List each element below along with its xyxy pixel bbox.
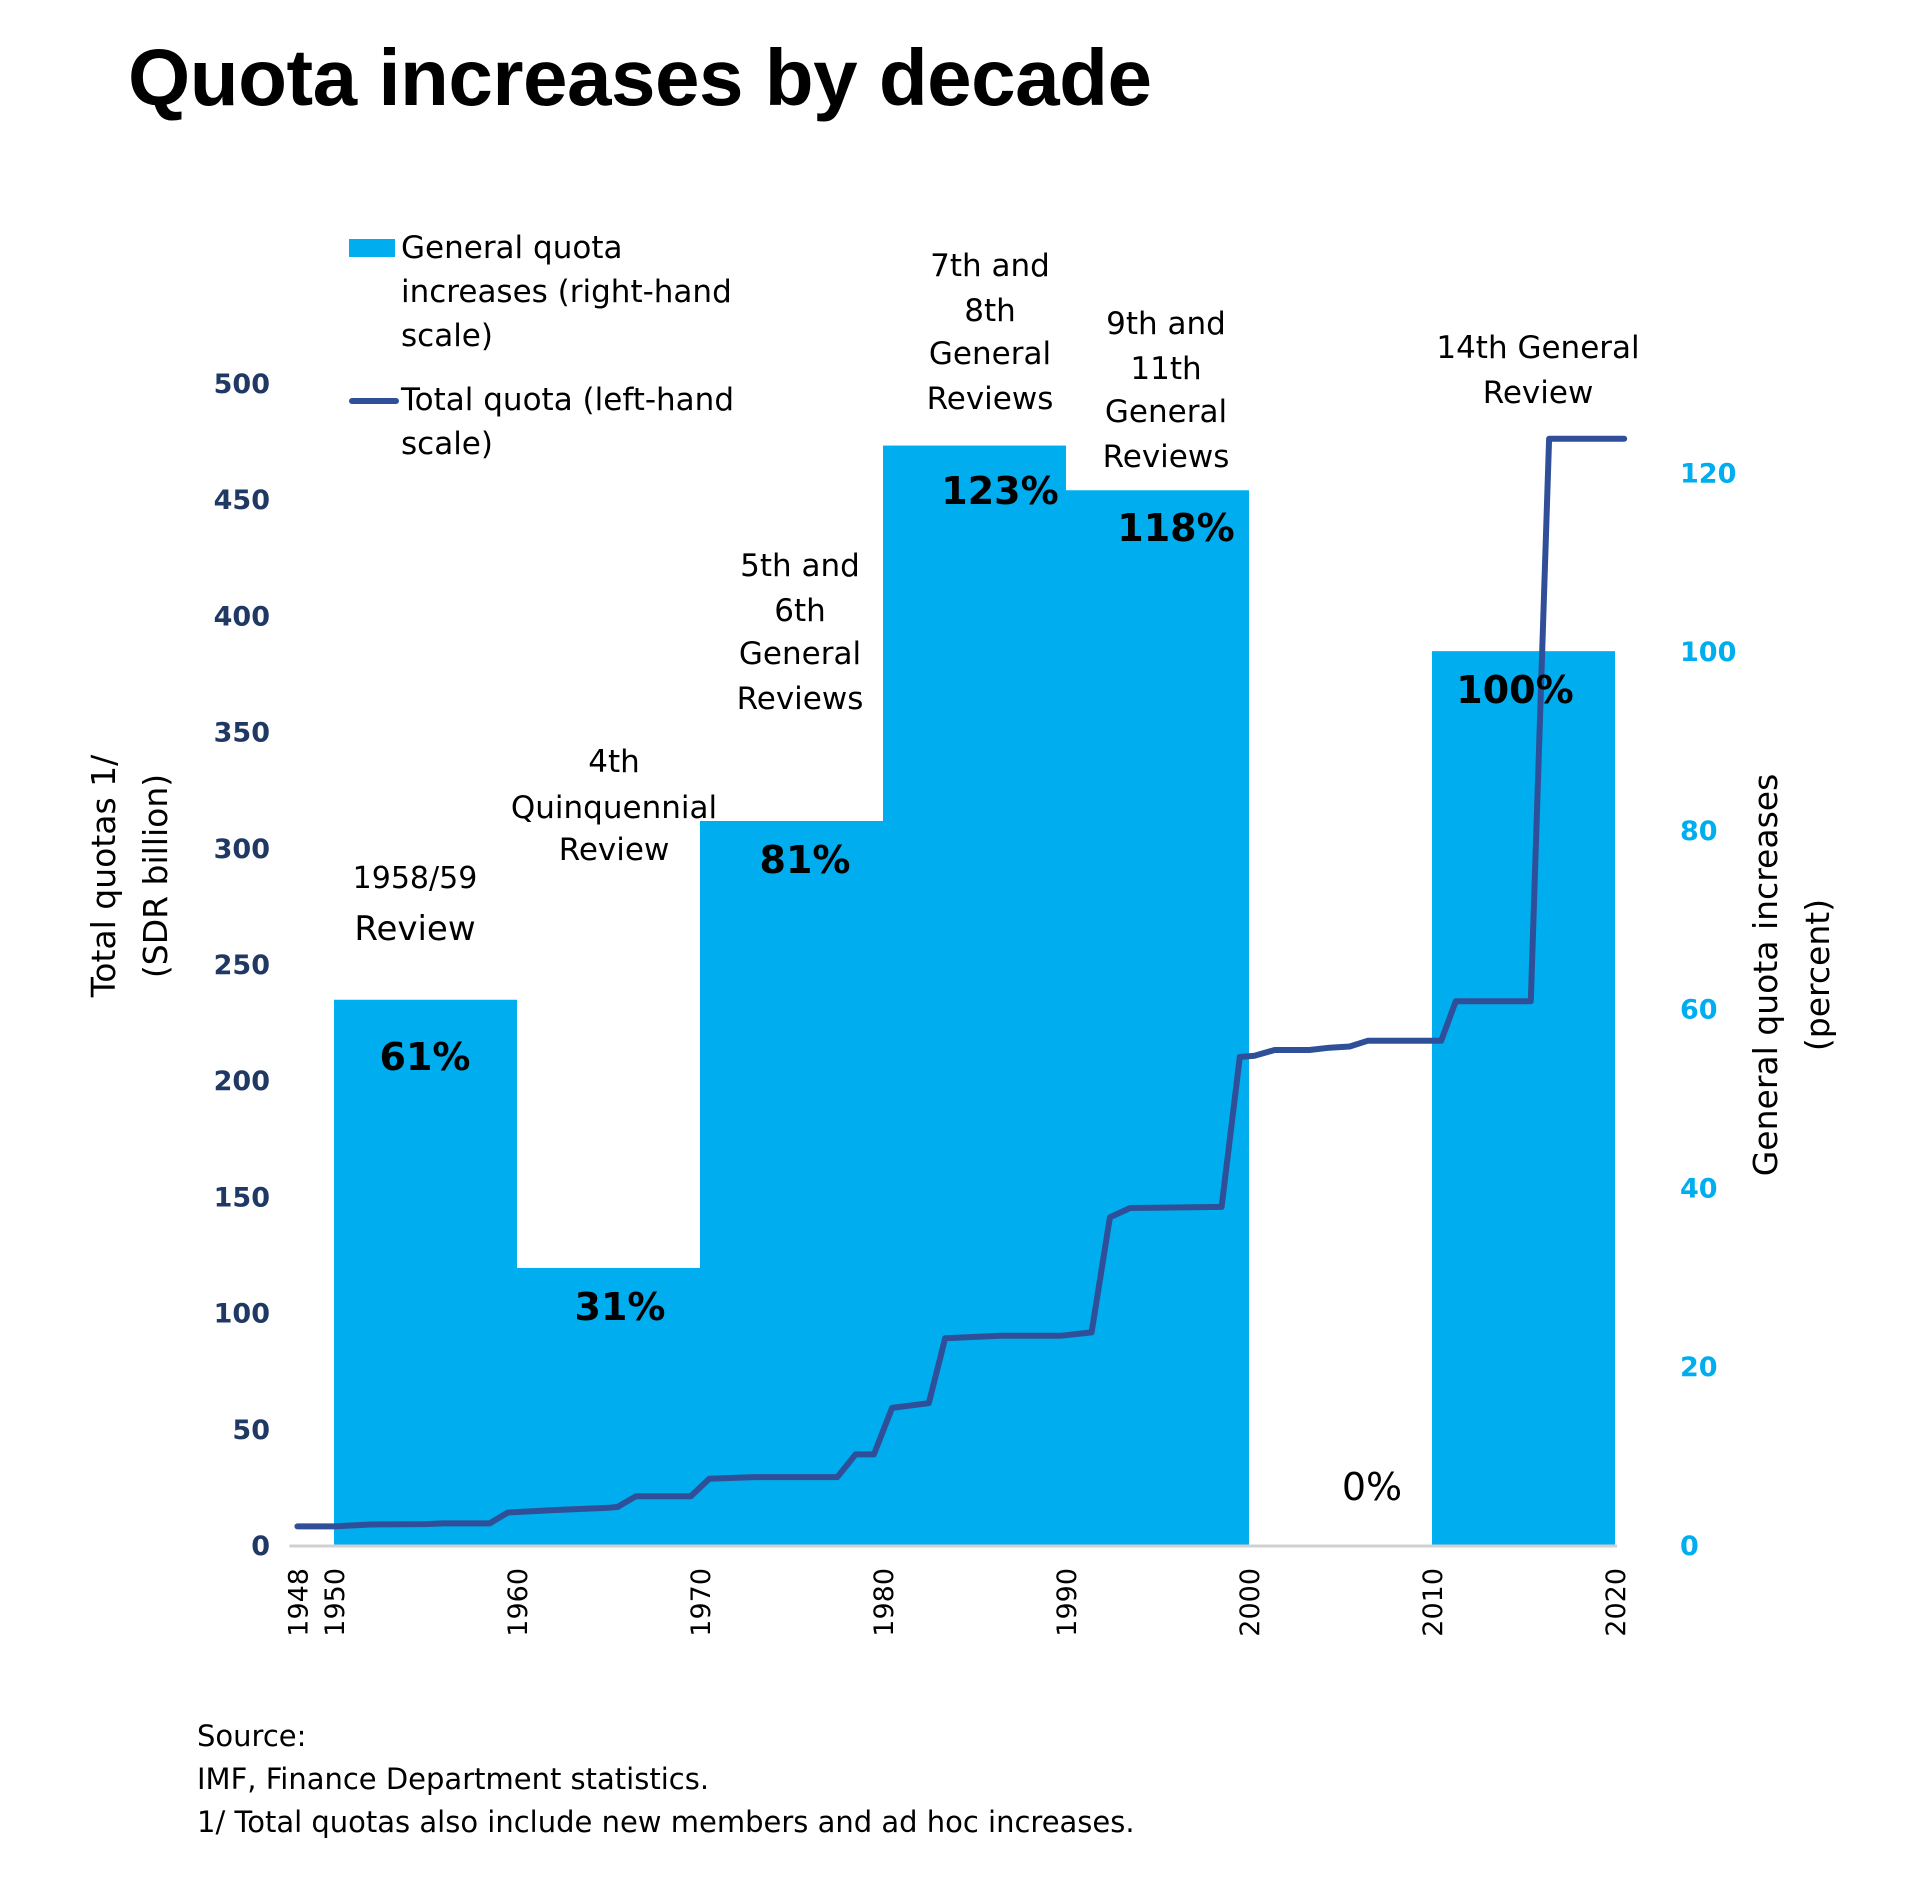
review-annotation-line: 6th <box>774 593 826 629</box>
legend-item-line[interactable]: Total quota (left-hand scale) <box>349 378 761 466</box>
right-axis-title: General quota increases (percent) <box>1740 774 1844 1177</box>
review-annotation: 9th and 11th General Reviews <box>1103 306 1230 475</box>
review-annotation-line: General <box>929 336 1051 372</box>
bar-value-label: 100% <box>1456 668 1573 712</box>
review-annotation-line: General <box>739 636 861 672</box>
x-tick-label: 2020 <box>1601 1568 1632 1637</box>
review-annotation-line: Review <box>559 832 670 868</box>
left-tick-label: 100 <box>214 1299 270 1330</box>
review-annotation: 5th and 6th General Reviews <box>737 548 864 717</box>
chart-title: Quota increases by decade <box>128 33 1152 122</box>
left-tick-label: 400 <box>214 601 270 632</box>
legend: General quota increases (right-hand scal… <box>349 226 761 466</box>
footer-source: IMF, Finance Department statistics. <box>197 1762 710 1796</box>
bar-value-label: 61% <box>380 1035 471 1079</box>
right-axis-title-line2: (percent) <box>1798 898 1837 1052</box>
series-line-total-quota <box>294 435 1628 1530</box>
left-tick-label: 350 <box>214 718 270 749</box>
bar-value-label: 31% <box>575 1285 666 1329</box>
bar-value-label: 123% <box>941 469 1058 513</box>
x-tick-label: 1970 <box>686 1568 717 1637</box>
review-labels: 1958/59 Review 4th Quinquennial Review 5th an… <box>353 248 1640 949</box>
footer-notes: Source: IMF, Finance Department statisti… <box>197 1715 1135 1844</box>
left-tick-label: 50 <box>232 1415 270 1446</box>
review-annotation-line: Reviews <box>927 381 1054 417</box>
legend-line-label: Total quota (left-hand scale) <box>401 382 735 462</box>
x-tick-label: 1948 <box>283 1568 314 1637</box>
legend-bar-label: General quota increases (right-hand scal… <box>401 230 732 354</box>
x-tick-label: 1990 <box>1052 1568 1083 1637</box>
left-tick-label: 500 <box>214 369 270 400</box>
bar-value-label: 81% <box>760 838 851 882</box>
right-tick-label: 80 <box>1680 816 1718 847</box>
left-axis-ticks: 0 50 100 150 200 250 300 350 400 450 500 <box>214 369 270 1562</box>
x-axis-ticks: 1948 1950 1960 1970 1980 1990 2000 2010 2020 <box>283 1568 1632 1637</box>
review-annotation-line: 8th <box>964 293 1016 329</box>
review-annotation-line: 5th and <box>740 548 860 584</box>
review-annotation-line: Reviews <box>1103 439 1230 475</box>
right-axis-ticks: 0 20 40 60 80 100 120 <box>1680 458 1736 1562</box>
review-annotation-line: 4th <box>588 744 640 780</box>
legend-item-bars[interactable]: General quota increases (right-hand scal… <box>349 226 761 358</box>
legend-line-swatch <box>349 398 399 404</box>
right-tick-label: 60 <box>1680 995 1718 1026</box>
review-annotation: 14th General Review <box>1436 330 1639 411</box>
x-tick-label: 2000 <box>1235 1568 1266 1637</box>
review-annotation: 7th and 8th General Reviews <box>927 248 1054 417</box>
review-annotation-line: Review <box>1483 375 1594 411</box>
right-tick-label: 120 <box>1680 458 1736 489</box>
left-axis-title-line2: (SDR billion) <box>136 773 175 979</box>
right-tick-label: 20 <box>1680 1352 1718 1383</box>
line-layer <box>294 435 1628 1530</box>
left-axis-title: Total quotas 1/ (SDR billion) <box>78 755 182 998</box>
footer-source-label: Source: <box>197 1719 307 1753</box>
x-tick-label: 2010 <box>1418 1568 1449 1637</box>
x-tick-label: 1960 <box>503 1568 534 1637</box>
review-annotation-line: Quinquennial <box>511 790 717 826</box>
bar-value-label: 0% <box>1342 1465 1402 1509</box>
review-annotation-line: Reviews <box>737 681 864 717</box>
right-tick-label: 40 <box>1680 1173 1718 1204</box>
review-annotation: 4th Quinquennial Review <box>511 744 717 868</box>
review-annotation: 1958/59 Review <box>353 861 478 949</box>
left-tick-label: 0 <box>251 1531 270 1562</box>
x-tick-label: 1980 <box>869 1568 900 1637</box>
review-annotation-line: 9th and <box>1106 306 1226 342</box>
review-annotation-line: 11th <box>1130 351 1201 387</box>
review-annotation-line: 7th and <box>930 248 1050 284</box>
legend-bar-swatch <box>349 239 395 257</box>
left-tick-label: 450 <box>214 485 270 516</box>
bar-1970s <box>700 820 883 1545</box>
left-tick-label: 200 <box>214 1066 270 1097</box>
review-annotation-line: Review <box>354 909 475 949</box>
bar-2010s <box>1432 651 1615 1545</box>
right-tick-label: 100 <box>1680 637 1736 668</box>
bar-1990s <box>1066 490 1249 1546</box>
left-axis-title-line1: Total quotas 1/ <box>84 754 123 998</box>
review-annotation-line: General <box>1105 394 1227 430</box>
review-annotation-line: 1958/59 <box>353 861 478 896</box>
right-tick-label: 0 <box>1680 1531 1699 1562</box>
bar-1950s <box>334 999 517 1545</box>
left-tick-label: 250 <box>214 950 270 981</box>
right-axis-title-line1: General quota increases <box>1746 773 1785 1177</box>
x-tick-label: 1950 <box>320 1568 351 1637</box>
left-tick-label: 300 <box>214 834 270 865</box>
bar-value-label: 118% <box>1117 506 1234 550</box>
bar-1980s <box>883 445 1066 1546</box>
footer-note: 1/ Total quotas also include new members… <box>197 1805 1135 1839</box>
bars-layer <box>334 445 1615 1546</box>
bar-value-labels: 61% 31% 81% 123% 118% 0% 100% <box>380 469 1574 1509</box>
review-annotation-line: 14th General <box>1436 330 1639 366</box>
left-tick-label: 150 <box>214 1182 270 1213</box>
